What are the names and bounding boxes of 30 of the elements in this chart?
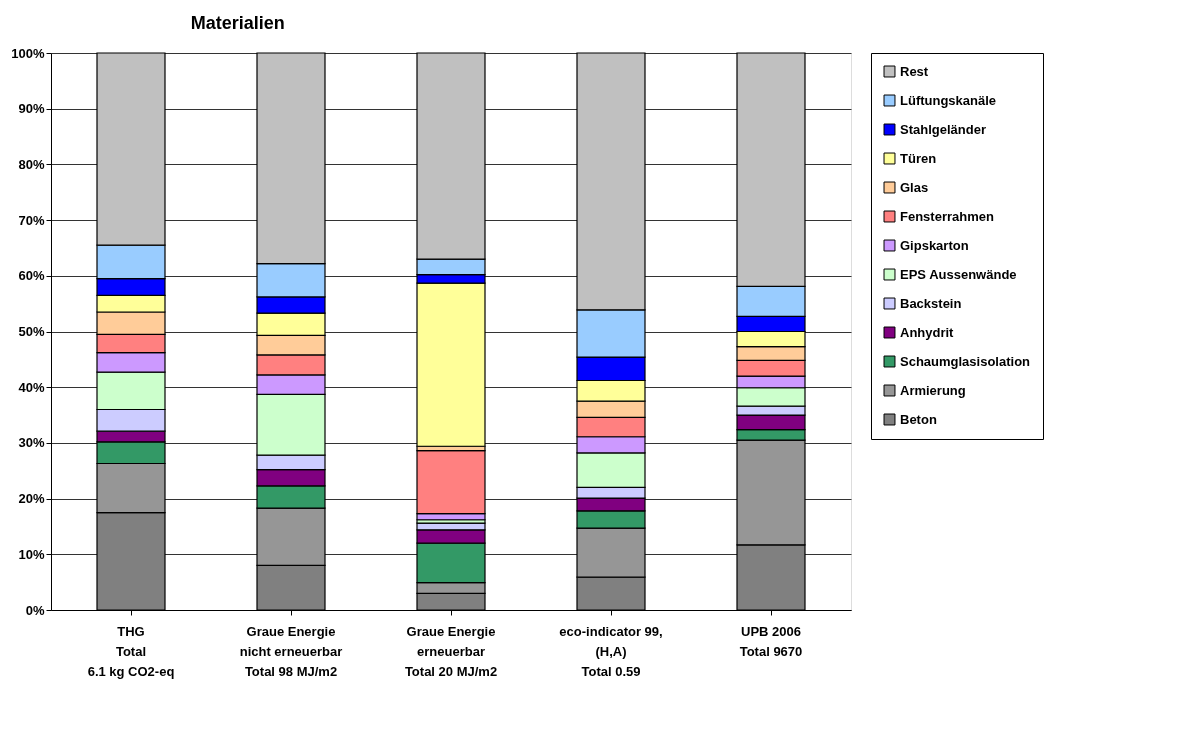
legend-label: Armierung (900, 382, 966, 398)
x-tick-label: THG Total 6.1 kg CO2-eq (87, 623, 175, 679)
x-tick-label: UPB 2006 Total 9670 (739, 623, 803, 659)
chart-title: Materialien (190, 13, 285, 33)
x-tick-label: Graue Energie nicht erneuerbar Total 98 MJ/m2 (239, 623, 343, 679)
legend-label: Beton (900, 411, 937, 427)
legend-label: Rest (900, 63, 929, 79)
legend-label: Schaumglasisolation (900, 353, 1031, 369)
legend-label: EPS Aussenwände (900, 266, 1017, 282)
y-tick-label: 60% (18, 268, 45, 284)
y-tick-label: 10% (18, 546, 45, 562)
y-tick-label: 30% (18, 435, 45, 451)
legend-label: Stahlgeländer (900, 121, 986, 137)
legend-label: Lüftungskanäle (900, 92, 997, 108)
legend-label: Anhydrit (900, 324, 955, 340)
y-tick-label: 80% (18, 156, 45, 172)
x-tick-label: eco-indicator 99, (H,A) Total 0.59 (559, 623, 663, 679)
y-tick-label: 20% (18, 491, 45, 507)
legend-label: Glas (900, 179, 929, 195)
legend-label: Gipskarton (900, 237, 969, 253)
y-tick-label: 40% (18, 379, 45, 395)
legend-label: Fensterrahmen (900, 208, 994, 224)
legend-label: Türen (900, 150, 937, 166)
y-tick-label: 100% (11, 45, 45, 61)
y-tick-label: 90% (18, 101, 45, 117)
y-tick-label: 70% (18, 212, 45, 228)
y-tick-label: 50% (18, 324, 45, 339)
legend-label: Backstein (900, 295, 962, 311)
y-tick-label: 0% (25, 602, 45, 618)
x-tick-label: Graue Energie erneuerbar Total 20 MJ/m2 (404, 623, 498, 679)
